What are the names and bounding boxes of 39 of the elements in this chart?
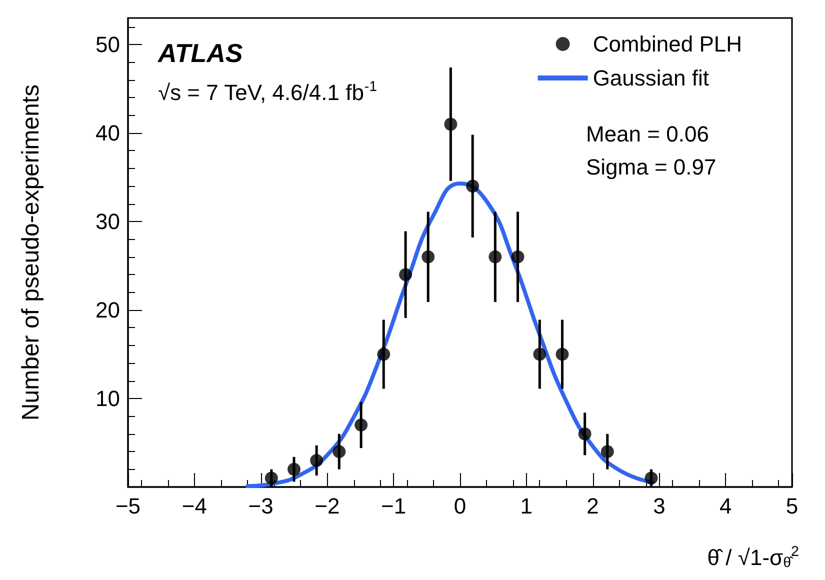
point <box>354 418 368 432</box>
x-tick-label: −5 <box>115 494 141 518</box>
point <box>578 427 592 440</box>
annotation: ATLAS <box>157 38 244 68</box>
x-tick-label: 4 <box>719 494 732 518</box>
y-axis-title: Number of pseudo-experiments <box>18 84 44 421</box>
point <box>264 472 278 485</box>
legend-label: Gaussian fit <box>592 66 709 90</box>
y-tick-label: 50 <box>96 32 120 58</box>
y-tick-label: 10 <box>96 386 120 412</box>
x-tick-label: 3 <box>653 494 666 518</box>
y-tick-label: 20 <box>96 298 120 323</box>
point <box>377 348 390 361</box>
y-tick-label: 30 <box>96 209 120 234</box>
point <box>644 472 658 485</box>
x-tick-label: −1 <box>381 494 406 518</box>
point <box>332 445 346 458</box>
point <box>511 250 524 264</box>
point <box>556 348 569 361</box>
x-tick-label: 1 <box>520 494 533 518</box>
x-tick-label: 2 <box>586 494 599 518</box>
point <box>422 250 435 264</box>
point <box>533 348 546 361</box>
legend-label: Combined PLH <box>592 32 742 56</box>
annotation: Mean = 0.06 <box>586 122 709 146</box>
x-tick-label: −3 <box>248 494 274 518</box>
x-tick-label: 0 <box>454 494 466 518</box>
point <box>444 118 458 131</box>
y-tick-label: 40 <box>96 120 120 146</box>
point <box>310 454 324 467</box>
point <box>399 268 412 282</box>
point <box>288 462 300 476</box>
annotation: Sigma = 0.97 <box>586 154 716 180</box>
point <box>466 180 480 193</box>
x-tick-label: 5 <box>786 494 798 518</box>
x-tick-label: −2 <box>314 494 340 518</box>
point <box>488 250 502 264</box>
point <box>600 445 614 458</box>
x-tick-label: −4 <box>182 494 207 518</box>
